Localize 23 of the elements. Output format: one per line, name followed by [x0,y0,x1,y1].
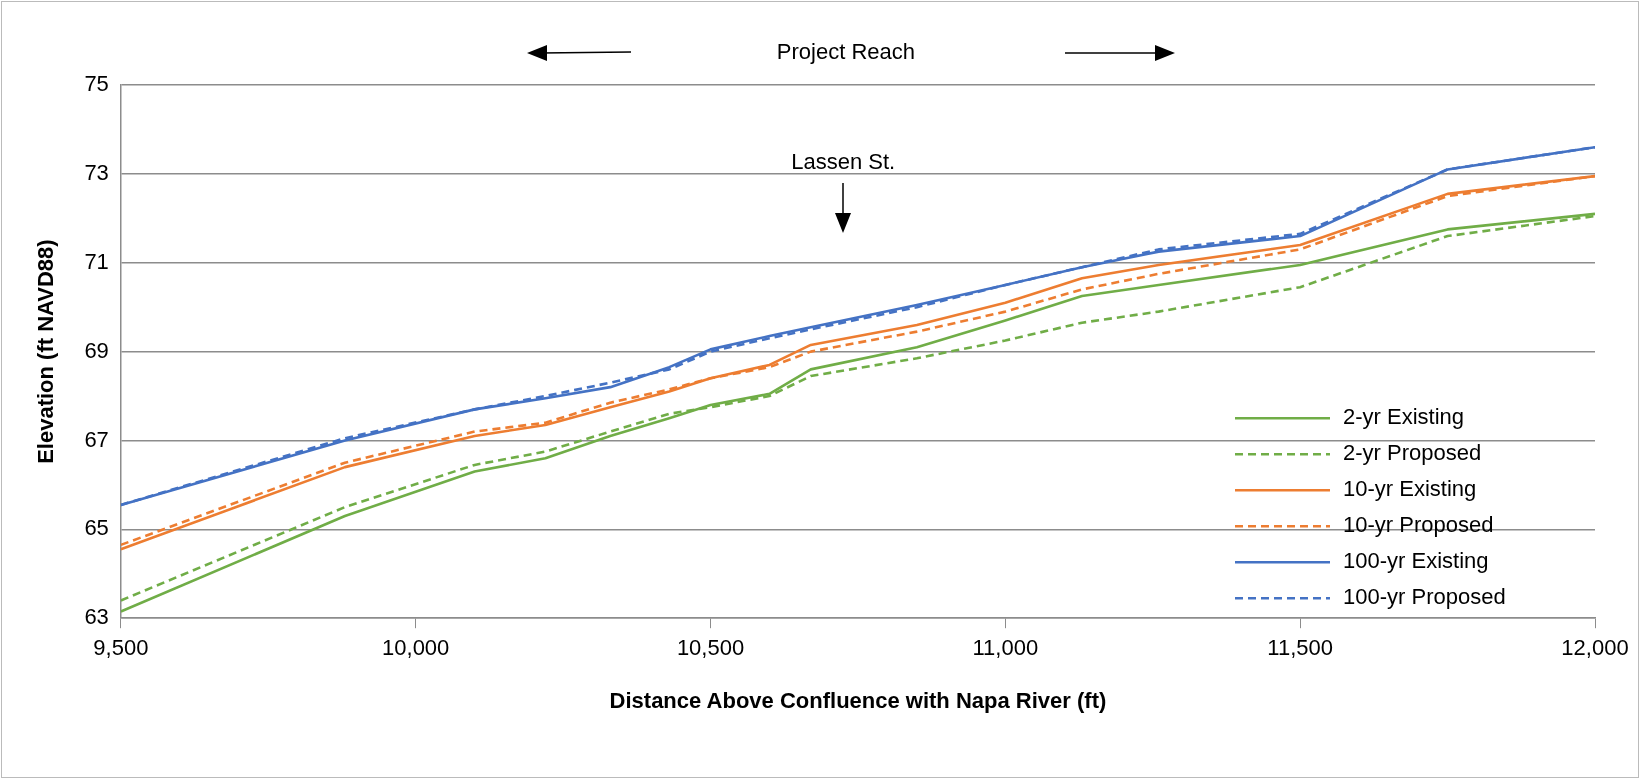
y-tick-label: 75 [84,71,109,97]
y-tick-label: 69 [84,337,109,363]
y-axis-title: Elevation (ft NAVD88) [33,239,59,464]
y-tick-label: 71 [84,248,109,274]
text: Project Reach [776,39,916,65]
y-tick-label: 65 [84,515,109,541]
y-tick-label: 73 [84,159,109,185]
legend-label: 100-yr Proposed [1343,584,1506,610]
y-tick-label: 63 [84,604,109,630]
legend-label: 100-yr Existing [1343,548,1489,574]
x-tick-label: 11,000 [972,635,1039,661]
x-tick-label: 10,000 [382,635,450,661]
x-tick-label: 11,500 [1267,635,1333,661]
x-tick-label: 10,500 [676,635,745,661]
x-tick-label: 12,000 [1561,635,1629,661]
legend-label: 2-yr Proposed [1343,440,1482,466]
legend-label: 10-yr Existing [1343,476,1477,502]
y-tick-label: 67 [84,426,109,452]
legend-label: 10-yr Proposed [1343,512,1494,538]
legend-label: 2-yr Existing [1343,404,1465,430]
annotation: Lassen St. [791,149,896,175]
x-axis-title: Distance Above Confluence with Napa River (ft) [609,687,1107,713]
x-tick-label: 9,500 [93,635,149,661]
